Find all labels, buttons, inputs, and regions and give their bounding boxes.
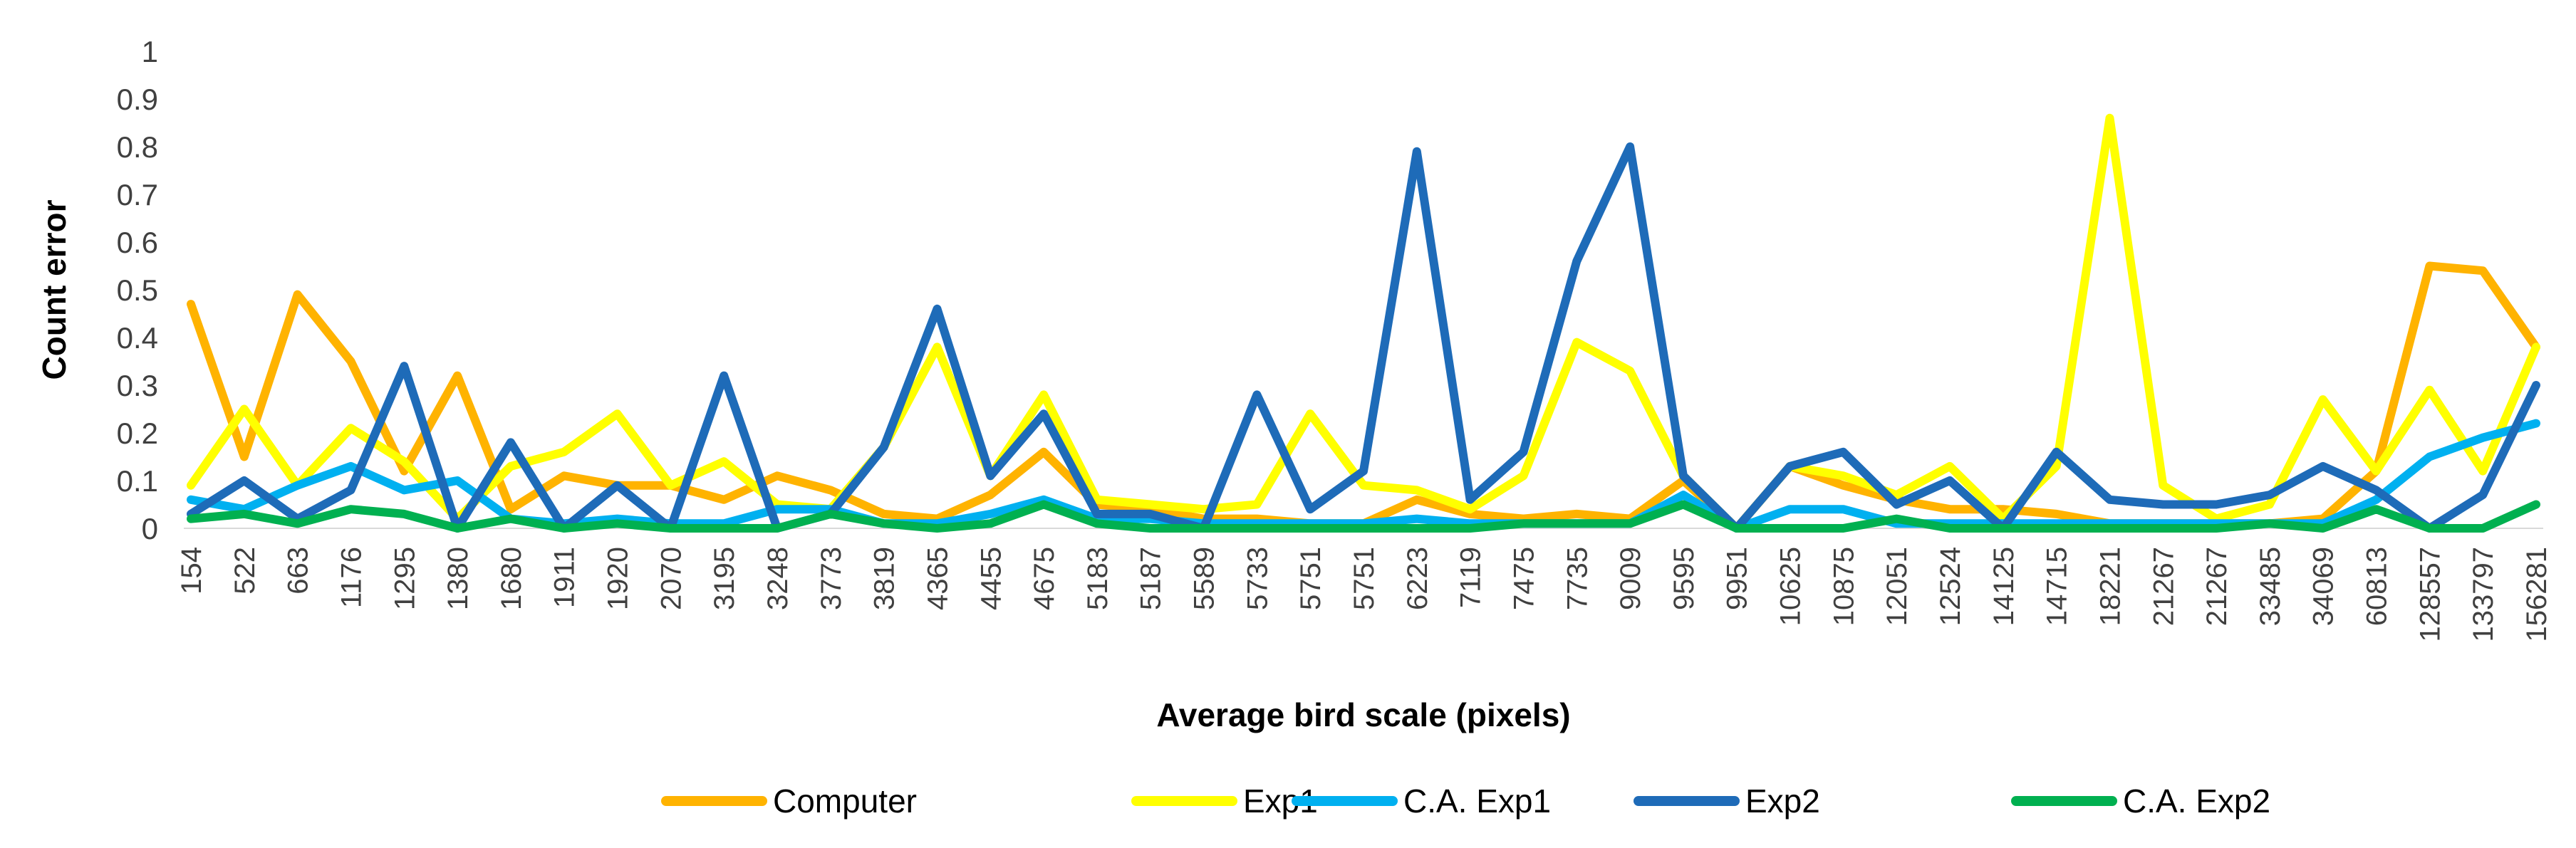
x-tick-label: 1380 [442,547,474,610]
x-tick-label: 3195 [709,547,740,610]
y-tick-label: 0.9 [117,83,158,116]
x-tick-label: 4365 [922,547,953,610]
x-tick-label: 522 [229,547,261,595]
x-tick-label: 1911 [549,547,581,608]
x-tick-label: 5733 [1242,547,1273,610]
x-tick-label: 6223 [1402,547,1433,610]
x-tick-label: 5187 [1136,547,1167,610]
x-tick-label: 663 [283,547,314,595]
y-tick-label: 0.4 [117,321,158,355]
x-tick-label: 7119 [1455,547,1487,608]
x-tick-label: 5751 [1295,547,1326,610]
y-axis-ticks: 0 0.1 0.2 0.3 0.4 0.5 0.6 0.7 0.8 0.9 1 [117,35,158,545]
x-tick-label: 10875 [1828,547,1859,626]
x-tick-label: 9951 [1722,547,1753,610]
x-tick-label: 12524 [1935,547,1966,626]
legend-label: Exp2 [1745,782,1820,820]
x-tick-label: 3773 [816,547,847,610]
x-tick-label: 1295 [389,547,420,610]
y-tick-label: 0.1 [117,464,158,498]
series-line-c-a-exp2 [187,500,2540,533]
x-tick-label: 3819 [869,547,900,610]
series-lines [187,113,2540,533]
x-axis-title: Average bird scale (pixels) [1156,696,1570,733]
x-tick-label: 4455 [975,547,1007,610]
y-tick-label: 0.6 [117,226,158,259]
x-tick-label: 1680 [496,547,527,610]
x-tick-label: 1176 [336,547,367,608]
legend: Computer Exp1 C.A. Exp1 Exp2 C.A. Exp2 [661,782,2270,820]
y-tick-label: 0.7 [117,178,158,211]
x-tick-label: 14715 [2042,547,2073,626]
x-tick-label: 18221 [2094,547,2126,626]
x-tick-label: 3248 [762,547,794,610]
x-tick-label: 9595 [1668,547,1700,610]
x-tick-label: 5589 [1189,547,1220,610]
y-axis-title: Count error [36,199,73,379]
x-tick-label: 1920 [603,547,634,610]
legend-item-exp2: Exp2 [1634,782,1820,820]
x-tick-label: 154 [176,547,207,595]
x-tick-label: 128557 [2414,547,2446,642]
x-tick-label: 60813 [2362,547,2393,626]
x-tick-label: 156281 [2521,547,2552,642]
x-tick-label: 21267 [2148,547,2179,626]
x-tick-label: 4675 [1029,547,1060,610]
x-tick-label: 7475 [1508,547,1539,610]
series-line-exp1 [187,113,2540,533]
y-tick-label: 0.3 [117,369,158,402]
y-tick-label: 0.8 [117,130,158,164]
legend-item-computer: Computer [661,782,917,820]
x-tick-label: 12051 [1881,547,1913,626]
legend-label: Computer [773,782,917,820]
legend-item-exp1: Exp1 [1131,782,1318,820]
legend-item-c-a-exp1: C.A. Exp1 [1292,782,1551,820]
y-tick-label: 0.5 [117,273,158,307]
x-axis-ticks: 154 522 663 1176 1295 1380 1680 1911 1920 2070 319… [176,547,2552,642]
x-tick-label: 133797 [2468,547,2499,642]
legend-item-c-a-exp2: C.A. Exp2 [2011,782,2270,820]
x-tick-label: 10625 [1775,547,1807,626]
x-tick-label: 9009 [1615,547,1646,610]
x-tick-label: 33485 [2255,547,2286,626]
series-line-c-a-exp1 [187,419,2540,533]
y-tick-label: 1 [142,35,158,68]
legend-label: C.A. Exp1 [1403,782,1551,820]
x-tick-label: 34069 [2308,547,2339,626]
series-line-exp2 [187,142,2540,533]
x-tick-label: 21267 [2201,547,2233,626]
x-tick-label: 5183 [1082,547,1113,610]
y-tick-label: 0.2 [117,417,158,450]
x-tick-label: 5751 [1349,547,1380,610]
x-tick-label: 14125 [1988,547,2020,626]
x-tick-label: 2070 [655,547,687,610]
x-tick-label: 7735 [1562,547,1593,610]
legend-label: C.A. Exp2 [2123,782,2270,820]
y-tick-label: 0 [142,512,158,545]
